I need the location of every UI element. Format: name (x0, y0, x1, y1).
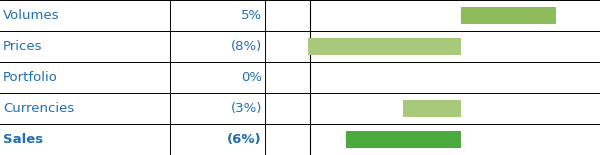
Text: 5%: 5% (241, 9, 262, 22)
Text: Prices: Prices (3, 40, 43, 53)
Text: (6%): (6%) (227, 133, 262, 146)
Text: (8%): (8%) (231, 40, 262, 53)
Text: 0%: 0% (241, 71, 262, 84)
Text: Sales: Sales (3, 133, 43, 146)
Bar (308, 38, 461, 55)
Text: Currencies: Currencies (3, 102, 74, 115)
Bar (461, 7, 556, 24)
Text: (3%): (3%) (230, 102, 262, 115)
Text: Portfolio: Portfolio (3, 71, 58, 84)
Text: Volumes: Volumes (3, 9, 59, 22)
Bar (403, 100, 461, 117)
Bar (346, 131, 461, 148)
